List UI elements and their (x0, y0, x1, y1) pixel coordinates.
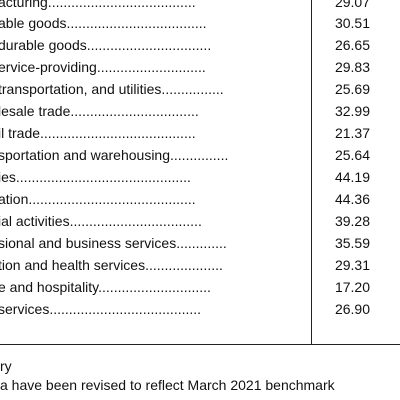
row-value: 26.65 (334, 37, 370, 53)
row-label: ies.....................................… (0, 169, 191, 185)
row-value: 29.83 (334, 59, 370, 75)
row-value: 32.99 (334, 103, 370, 119)
row-value: 39.28 (334, 213, 370, 229)
table-row: tion and health services................… (0, 256, 400, 274)
footnote-line: a have been revised to reflect March 202… (0, 377, 335, 393)
table-row: sportation and warehousing..............… (0, 146, 400, 164)
row-value: 25.69 (334, 81, 370, 97)
table-row: il trade................................… (0, 124, 400, 142)
row-value: 26.90 (334, 301, 370, 317)
row-value: 29.07 (334, 0, 370, 10)
row-label: services................................… (0, 301, 202, 317)
row-label: ation...................................… (0, 191, 196, 207)
row-value: 25.64 (334, 147, 370, 163)
table-row: e and hospitality.......................… (0, 278, 400, 296)
row-label: durable goods...........................… (0, 37, 212, 53)
table-row: services................................… (0, 300, 400, 318)
row-label: sional and business services............… (0, 235, 227, 251)
table-row: ial activities..........................… (0, 212, 400, 230)
table-row: lesale trade............................… (0, 102, 400, 120)
table-row: ies.....................................… (0, 168, 400, 186)
row-label: lesale trade............................… (0, 103, 199, 119)
table-row: sional and business services............… (0, 234, 400, 252)
earnings-table: acturing................................… (0, 0, 400, 317)
table-row: ation...................................… (0, 190, 400, 208)
row-value: 17.20 (334, 279, 370, 295)
row-value: 30.51 (334, 15, 370, 31)
row-label: acturing................................… (0, 0, 196, 10)
table-row: durable goods...........................… (0, 36, 400, 54)
row-value: 35.59 (334, 235, 370, 251)
row-value: 21.37 (334, 125, 370, 141)
table-row: transportation, and utilities...........… (0, 80, 400, 98)
column-divider (311, 0, 312, 344)
row-label: tion and health services................… (0, 257, 223, 273)
row-value: 44.36 (334, 191, 370, 207)
row-label: transportation, and utilities...........… (0, 81, 224, 97)
row-label: e and hospitality.......................… (0, 279, 211, 295)
table-row: acturing................................… (0, 0, 400, 11)
row-label: sportation and warehousing..............… (0, 147, 229, 163)
row-label: ial activities..........................… (0, 213, 202, 229)
row-value: 44.19 (334, 169, 370, 185)
table-bottom-rule (0, 344, 400, 345)
row-value: 29.31 (334, 257, 370, 273)
footnote-line: ry (0, 358, 12, 374)
table-row: ervice-providing........................… (0, 58, 400, 76)
row-label: ervice-providing........................… (0, 59, 206, 75)
table-row: able goods..............................… (0, 14, 400, 32)
row-label: il trade................................… (0, 125, 196, 141)
row-label: able goods..............................… (0, 15, 207, 31)
